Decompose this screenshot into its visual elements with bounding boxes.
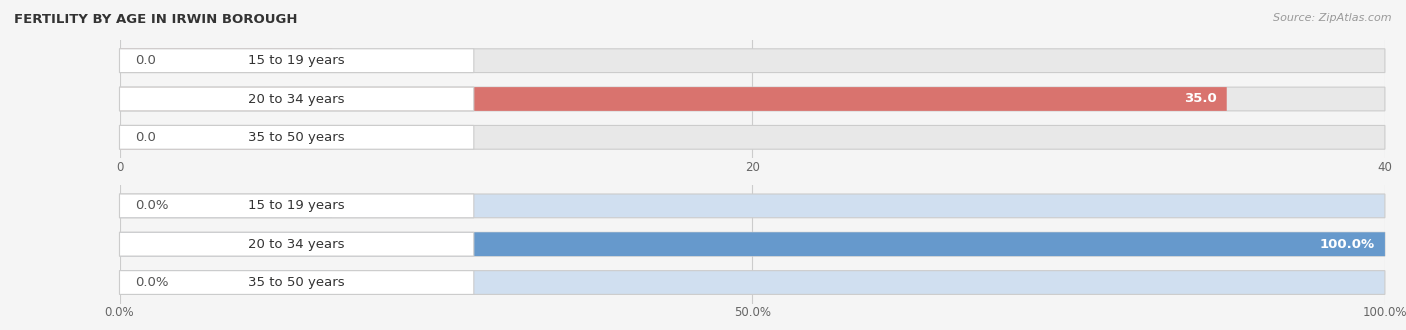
Text: 35.0: 35.0 [1184,92,1216,106]
FancyBboxPatch shape [120,125,332,149]
FancyBboxPatch shape [120,194,474,218]
FancyBboxPatch shape [120,271,332,294]
FancyBboxPatch shape [120,271,1385,294]
FancyBboxPatch shape [120,232,1385,256]
FancyBboxPatch shape [120,87,474,111]
Text: 100.0%: 100.0% [1320,238,1375,251]
FancyBboxPatch shape [120,49,332,73]
FancyBboxPatch shape [120,125,1385,149]
Text: 0.0%: 0.0% [135,276,169,289]
FancyBboxPatch shape [120,194,1385,218]
Text: 15 to 19 years: 15 to 19 years [249,54,344,67]
Text: 0.0: 0.0 [135,131,156,144]
FancyBboxPatch shape [120,87,1227,111]
Text: 0.0%: 0.0% [135,199,169,213]
Text: 20 to 34 years: 20 to 34 years [249,238,344,251]
Text: FERTILITY BY AGE IN IRWIN BOROUGH: FERTILITY BY AGE IN IRWIN BOROUGH [14,13,298,26]
Text: 35 to 50 years: 35 to 50 years [249,131,344,144]
Text: Source: ZipAtlas.com: Source: ZipAtlas.com [1274,13,1392,23]
Text: 20 to 34 years: 20 to 34 years [249,92,344,106]
FancyBboxPatch shape [120,194,332,218]
FancyBboxPatch shape [120,87,1385,111]
FancyBboxPatch shape [120,49,1385,73]
FancyBboxPatch shape [120,232,1385,256]
Text: 0.0: 0.0 [135,54,156,67]
FancyBboxPatch shape [120,125,474,149]
Text: 35 to 50 years: 35 to 50 years [249,276,344,289]
FancyBboxPatch shape [120,271,474,294]
FancyBboxPatch shape [120,49,474,73]
FancyBboxPatch shape [120,232,474,256]
Text: 15 to 19 years: 15 to 19 years [249,199,344,213]
